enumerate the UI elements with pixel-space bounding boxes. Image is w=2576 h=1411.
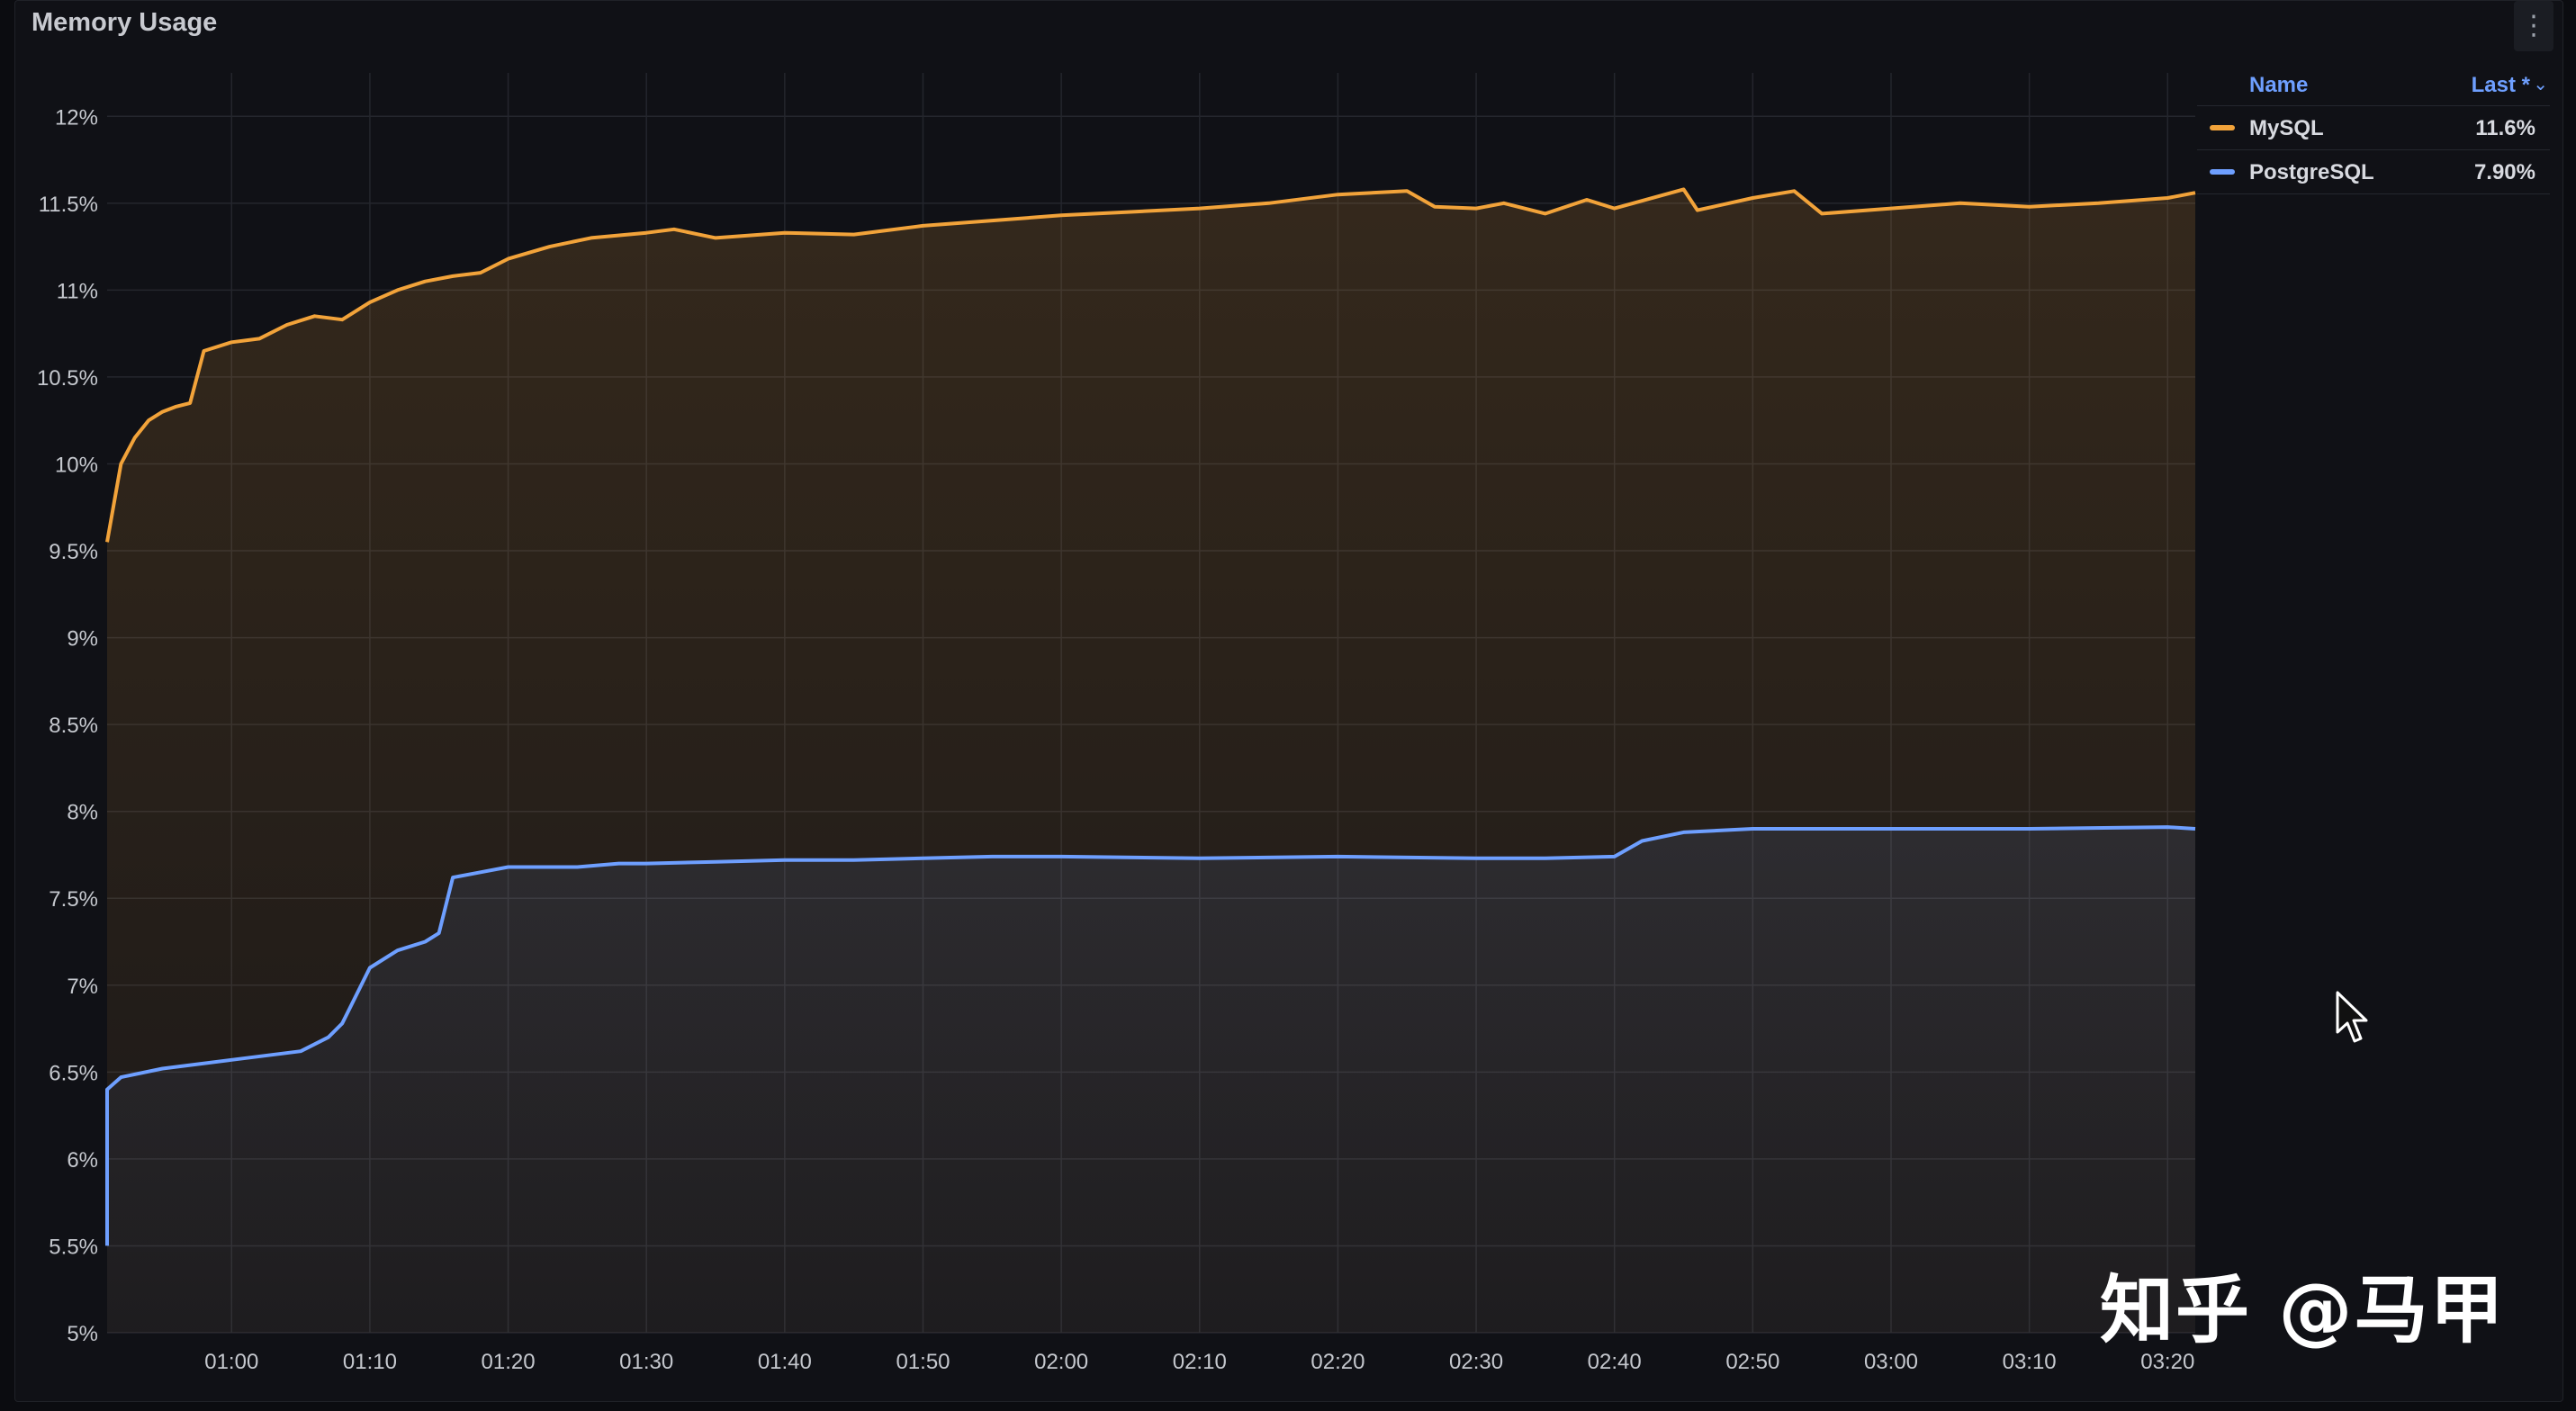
y-tick-label: 5.5% (49, 1235, 98, 1259)
legend-column-last[interactable]: Last * (2471, 73, 2530, 97)
watermark: 知乎 @马甲 (2100, 1268, 2506, 1353)
memory-usage-panel: Memory Usage ⋮ 5% 5.5% 6% 6.5% 7% 7.5% 8% 8.5% 9… (14, 0, 2563, 1402)
series-areas (107, 189, 2195, 1333)
y-tick-label: 7% (67, 975, 98, 999)
legend-header: Name Last * ⌄ (2197, 62, 2550, 106)
chevron-down-icon[interactable]: ⌄ (2533, 75, 2548, 94)
mouse-pointer-icon (2336, 991, 2368, 1043)
y-axis-ticks: 5% 5.5% 6% 6.5% 7% 7.5% 8% 8.5% 9% 9.5% 10% 10.5% 11… (37, 105, 98, 1346)
series-area-postgresql (107, 827, 2195, 1333)
x-tick-label: 02:40 (1588, 1350, 1642, 1374)
series-line-postgresql[interactable] (105, 825, 2196, 1246)
y-tick-label: 6% (67, 1148, 98, 1173)
x-tick-label: 02:30 (1449, 1350, 1503, 1374)
y-tick-label: 9% (67, 627, 98, 652)
x-axis-ticks: 01:00 01:10 01:20 01:30 01:40 01:50 02:00 02:10… (204, 1350, 2194, 1374)
legend-series-last-value: 11.6% (2475, 116, 2535, 140)
legend-series-name: MySQL (2249, 116, 2324, 140)
panel-menu-button[interactable]: ⋮ (2514, 1, 2553, 51)
y-tick-label: 9.5% (49, 540, 98, 564)
x-tick-label: 01:00 (204, 1350, 258, 1374)
legend-series-name: PostgreSQL (2249, 160, 2374, 184)
x-tick-label: 02:00 (1034, 1350, 1088, 1374)
legend-column-name[interactable]: Name (2249, 73, 2309, 97)
legend-series-last-value: 7.90% (2473, 160, 2535, 184)
x-tick-label: 01:30 (619, 1350, 673, 1374)
legend-swatch-mysql (2210, 125, 2235, 130)
y-tick-label: 12% (55, 105, 98, 130)
x-tick-label: 03:00 (1864, 1350, 1918, 1374)
memory-usage-chart[interactable]: 5% 5.5% 6% 6.5% 7% 7.5% 8% 8.5% 9% 9.5% 10% 10.5% 11… (15, 1, 2211, 1401)
x-tick-label: 01:40 (758, 1350, 812, 1374)
y-tick-label: 8% (67, 801, 98, 825)
legend-swatch-postgresql (2210, 169, 2235, 175)
panel-title: Memory Usage (32, 8, 218, 37)
kebab-menu-icon: ⋮ (2520, 11, 2547, 40)
y-tick-label: 5% (67, 1322, 98, 1346)
x-tick-label: 02:20 (1311, 1350, 1365, 1374)
series-line-mysql[interactable] (105, 187, 2196, 543)
x-tick-label: 02:50 (1725, 1350, 1779, 1374)
y-tick-label: 11.5% (39, 193, 98, 217)
legend-row-postgresql[interactable]: PostgreSQL 7.90% (2197, 150, 2550, 194)
x-tick-label: 01:20 (482, 1350, 536, 1374)
x-tick-label: 01:10 (343, 1350, 397, 1374)
y-tick-label: 8.5% (49, 714, 98, 738)
y-tick-label: 10% (55, 453, 98, 477)
y-tick-label: 10.5% (37, 366, 98, 391)
legend-table: Name Last * ⌄ MySQL 11.6% PostgreSQL 7.9… (2197, 62, 2550, 194)
y-tick-label: 11% (57, 279, 98, 303)
x-tick-label: 03:20 (2140, 1350, 2194, 1374)
legend-row-mysql[interactable]: MySQL 11.6% (2197, 106, 2550, 150)
x-tick-label: 03:10 (2003, 1350, 2057, 1374)
series-lines (105, 187, 2196, 1246)
y-tick-label: 6.5% (49, 1061, 98, 1085)
x-tick-label: 01:50 (896, 1350, 950, 1374)
x-tick-label: 02:10 (1173, 1350, 1227, 1374)
y-tick-label: 7.5% (49, 887, 98, 912)
